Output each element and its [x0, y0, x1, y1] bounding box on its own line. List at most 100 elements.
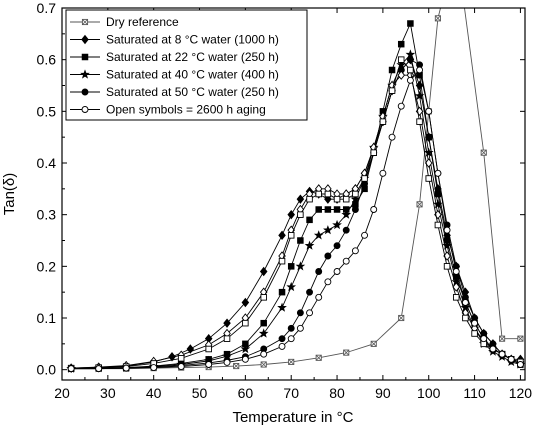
- legend-marker: [81, 53, 89, 61]
- data-point: [452, 282, 461, 292]
- data-point: [443, 226, 451, 234]
- data-point: [424, 158, 433, 168]
- data-point: [489, 345, 497, 353]
- data-point: [205, 345, 212, 353]
- legend: Dry reference Saturated at 8 °C water (10…: [65, 9, 308, 121]
- data-point: [324, 252, 332, 260]
- data-point: [122, 364, 130, 372]
- y-tick-label: 0.6: [37, 52, 57, 68]
- data-point: [396, 59, 407, 69]
- legend-label: Saturated at 8 °C water (1000 h): [106, 33, 279, 47]
- data-point: [333, 206, 341, 213]
- x-axis-title: Temperature in °C: [232, 409, 353, 426]
- axis-ticks: 20 30 40 50 60 70 80 90 100 110 120 0.0 0.1 0.2 0.3 0.4…: [37, 0, 533, 401]
- data-point: [407, 66, 414, 74]
- data-point: [416, 66, 424, 74]
- data-point: [287, 209, 295, 220]
- data-point: [241, 297, 250, 308]
- data-point: [443, 263, 451, 270]
- data-point: [397, 56, 405, 63]
- data-point: [306, 216, 313, 224]
- data-point: [315, 268, 323, 275]
- data-point: [498, 350, 506, 358]
- data-point: [379, 118, 387, 125]
- data-point: [379, 169, 387, 177]
- data-point: [296, 309, 304, 317]
- y-tick-label: 0.0: [37, 362, 57, 378]
- data-point: [315, 206, 322, 213]
- legend-item: Saturated at 40 °C water (400 h): [70, 68, 279, 82]
- data-point: [499, 335, 506, 342]
- data-point: [423, 147, 434, 157]
- data-point: [259, 266, 268, 277]
- data-point: [425, 175, 432, 182]
- data-point: [405, 49, 416, 59]
- data-point: [306, 195, 313, 203]
- data-point: [461, 299, 469, 306]
- legend-box: [65, 9, 308, 121]
- legend-item: Saturated at 50 °C water (250 h): [70, 85, 279, 99]
- data-point: [241, 355, 249, 363]
- data-point: [342, 226, 350, 234]
- data-point: [397, 40, 405, 48]
- data-point: [287, 232, 295, 239]
- data-point: [452, 294, 460, 301]
- x-tick-label: 20: [54, 385, 70, 401]
- data-point: [177, 363, 185, 371]
- data-point: [342, 257, 350, 265]
- data-point: [315, 293, 323, 301]
- data-point: [324, 206, 332, 213]
- data-point: [433, 199, 443, 209]
- data-point: [370, 340, 377, 347]
- legend-marker: [81, 18, 89, 26]
- data-point: [388, 87, 396, 94]
- legend-marker: [81, 34, 89, 45]
- data-point: [351, 247, 359, 255]
- data-point: [295, 261, 306, 271]
- y-axis-title: Tan(δ): [1, 173, 18, 216]
- data-point: [352, 190, 359, 198]
- data-point: [351, 206, 359, 213]
- x-tick-label: 30: [100, 385, 116, 401]
- x-tick-label: 120: [509, 385, 533, 401]
- data-point: [205, 361, 213, 368]
- data-point: [223, 318, 231, 328]
- data-point: [361, 231, 369, 239]
- data-point: [333, 242, 341, 250]
- data-point: [277, 302, 287, 312]
- data-point: [332, 219, 342, 230]
- data-point: [480, 149, 487, 156]
- data-point: [517, 335, 524, 342]
- legend-marker: [81, 106, 89, 113]
- legend-label: Saturated at 50 °C water (250 h): [106, 85, 279, 99]
- x-tick-label: 70: [283, 385, 299, 401]
- legend-label: Dry reference: [106, 15, 179, 29]
- y-tick-label: 0.7: [37, 0, 57, 16]
- x-tick-label: 50: [192, 385, 208, 401]
- x-tick-label: 110: [463, 385, 486, 401]
- data-point: [416, 201, 423, 208]
- data-point: [471, 330, 478, 337]
- y-tick-label: 0.5: [37, 103, 57, 119]
- data-point: [480, 335, 488, 343]
- data-point: [315, 190, 322, 198]
- data-point: [177, 355, 185, 362]
- data-point: [288, 358, 295, 365]
- data-point: [223, 358, 231, 366]
- data-point: [507, 355, 515, 363]
- data-point: [361, 175, 368, 182]
- data-point: [287, 263, 295, 270]
- data-point: [323, 225, 333, 235]
- data-point: [278, 335, 286, 343]
- data-point: [471, 319, 479, 327]
- series-group: [66, 8, 525, 373]
- data-point: [315, 354, 322, 361]
- data-point: [67, 365, 75, 373]
- data-point: [342, 195, 350, 203]
- data-point: [416, 118, 423, 125]
- data-point: [398, 314, 405, 322]
- data-point: [333, 268, 341, 275]
- data-point: [407, 20, 414, 27]
- x-tick-label: 60: [238, 385, 254, 401]
